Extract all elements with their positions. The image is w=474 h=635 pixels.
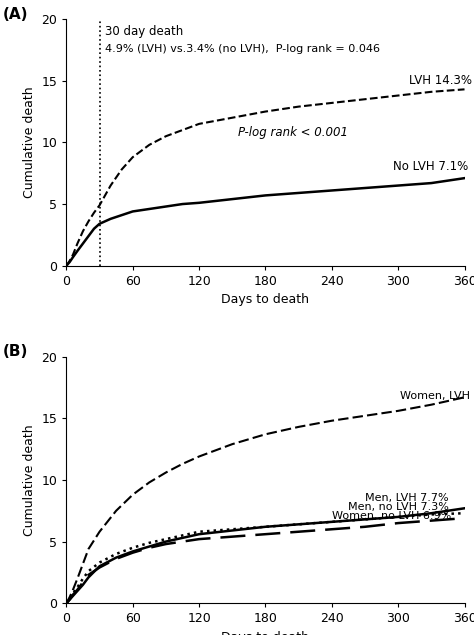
Text: (B): (B) [3,344,28,359]
X-axis label: Days to death: Days to death [221,631,310,635]
Text: (A): (A) [3,7,28,22]
Text: Men, no LVH 7.3%: Men, no LVH 7.3% [348,502,449,512]
Text: 4.9% (LVH) vs.3.4% (no LVH),  P-log rank = 0.046: 4.9% (LVH) vs.3.4% (no LVH), P-log rank … [105,44,380,54]
Y-axis label: Cumulative death: Cumulative death [23,86,36,198]
Text: No LVH 7.1%: No LVH 7.1% [392,160,468,173]
Text: LVH 14.3%: LVH 14.3% [409,74,472,87]
Text: P-log rank < 0.001: P-log rank < 0.001 [238,126,348,139]
Y-axis label: Cumulative death: Cumulative death [23,424,36,536]
X-axis label: Days to death: Days to death [221,293,310,306]
Text: Women, no LVH 6.9%: Women, no LVH 6.9% [332,511,451,521]
Text: 30 day death: 30 day death [105,25,183,38]
Text: Men, LVH 7.7%: Men, LVH 7.7% [365,493,448,504]
Text: Women, LVH 16.7%: Women, LVH 16.7% [401,391,474,401]
